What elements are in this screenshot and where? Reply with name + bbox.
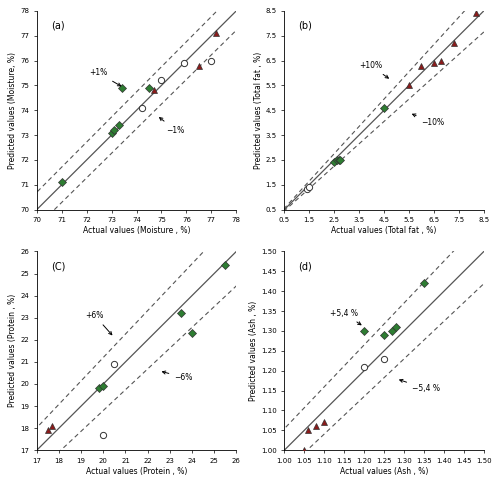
- X-axis label: Actual values (Moisture , %): Actual values (Moisture , %): [83, 226, 190, 235]
- Text: +10%: +10%: [359, 61, 388, 78]
- Y-axis label: Predicted values (Ash , %): Predicted values (Ash , %): [249, 301, 258, 401]
- Text: +6%: +6%: [86, 311, 112, 335]
- Text: (a): (a): [50, 21, 64, 31]
- X-axis label: Actual values (Protein , %): Actual values (Protein , %): [86, 467, 187, 476]
- Y-axis label: Predicted values (Moisture, %): Predicted values (Moisture, %): [8, 52, 18, 169]
- Text: −5,4 %: −5,4 %: [400, 379, 440, 393]
- Text: +5,4 %: +5,4 %: [330, 309, 361, 325]
- Y-axis label: Predicted values (Protein , %): Predicted values (Protein , %): [8, 294, 18, 408]
- Y-axis label: Predicted values (Total fat , %): Predicted values (Total fat , %): [254, 52, 262, 169]
- Text: −6%: −6%: [162, 371, 192, 382]
- X-axis label: Actual values (Ash , %): Actual values (Ash , %): [340, 467, 428, 476]
- Text: (C): (C): [50, 261, 65, 272]
- Text: −1%: −1%: [160, 118, 184, 135]
- Text: −10%: −10%: [412, 114, 444, 127]
- Text: (b): (b): [298, 21, 312, 31]
- Text: +1%: +1%: [89, 68, 120, 86]
- Text: (d): (d): [298, 261, 312, 272]
- X-axis label: Actual values (Total fat , %): Actual values (Total fat , %): [332, 226, 437, 235]
